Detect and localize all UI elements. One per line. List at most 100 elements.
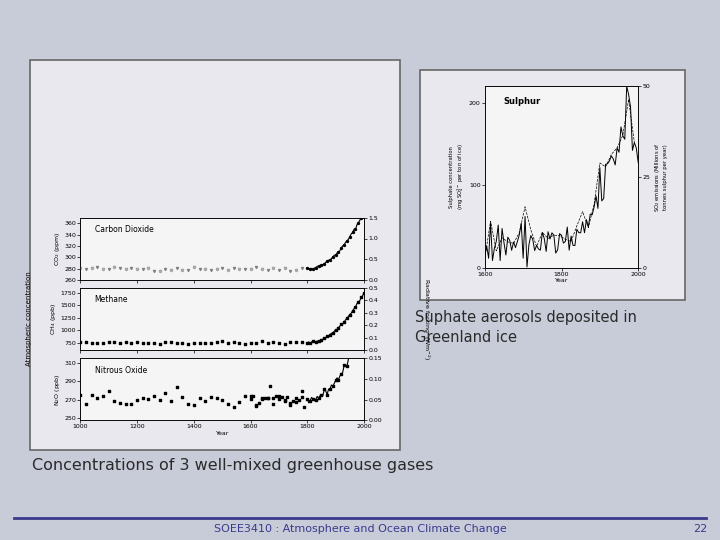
Point (211, 265, 222, 274)
Point (137, 339, 148, 348)
Point (182, 266, 194, 274)
Point (341, 314, 353, 322)
Point (296, 393, 307, 402)
Point (290, 266, 302, 274)
Point (199, 396, 211, 405)
Point (315, 335, 327, 344)
Point (305, 264, 316, 273)
Point (245, 339, 256, 347)
Point (251, 401, 262, 410)
Point (313, 394, 325, 403)
Point (338, 361, 350, 369)
Point (103, 265, 114, 273)
Point (284, 399, 296, 407)
Point (273, 395, 284, 403)
Text: SOEE3410 : Atmosphere and Ocean Climate Change: SOEE3410 : Atmosphere and Ocean Climate … (214, 524, 506, 534)
Point (341, 362, 353, 370)
Point (86, 391, 97, 400)
Point (148, 339, 160, 347)
Point (137, 394, 148, 403)
Point (233, 339, 245, 347)
Point (199, 264, 211, 273)
Point (296, 387, 307, 396)
Point (160, 338, 171, 347)
Point (282, 393, 293, 401)
Text: Atmospheric concentration: Atmospheric concentration (27, 272, 32, 367)
Point (333, 248, 344, 256)
Point (114, 399, 126, 408)
Y-axis label: CO$_2$ (ppm): CO$_2$ (ppm) (53, 232, 62, 266)
Point (273, 339, 284, 347)
Point (228, 264, 239, 273)
Point (359, 327, 370, 336)
Point (290, 266, 302, 274)
Point (188, 339, 199, 347)
Point (350, 303, 361, 312)
Point (222, 266, 233, 274)
Y-axis label: CH$_4$ (ppb): CH$_4$ (ppb) (49, 303, 58, 335)
Point (103, 387, 114, 395)
Point (327, 329, 338, 338)
Point (279, 397, 290, 406)
Point (265, 381, 276, 390)
Point (287, 396, 299, 405)
Point (262, 266, 274, 274)
Point (154, 395, 166, 404)
Point (253, 399, 265, 408)
Point (91, 339, 103, 348)
Point (302, 339, 313, 347)
Point (171, 383, 183, 391)
Point (199, 264, 211, 273)
Point (137, 265, 148, 273)
Point (109, 397, 120, 406)
Point (154, 266, 166, 275)
Point (97, 265, 109, 273)
Point (222, 400, 233, 408)
Point (336, 370, 347, 379)
Point (245, 265, 256, 274)
Point (81, 400, 92, 408)
Point (182, 339, 194, 348)
Point (248, 392, 259, 400)
Point (344, 310, 356, 319)
Point (245, 395, 256, 403)
Point (171, 264, 183, 273)
Point (318, 385, 330, 394)
Point (324, 330, 336, 339)
Point (321, 390, 333, 399)
Point (321, 257, 333, 266)
Bar (30, 60, 400, 450)
Point (81, 265, 92, 273)
Point (233, 397, 245, 406)
Point (268, 394, 279, 402)
Point (166, 266, 177, 274)
Point (182, 400, 194, 408)
Point (228, 338, 239, 347)
Point (217, 396, 228, 404)
Point (341, 237, 353, 245)
Point (347, 351, 359, 360)
Point (239, 392, 251, 400)
Text: Concentrations of 3 well-mixed greenhouse gases: Concentrations of 3 well-mixed greenhous… (32, 458, 433, 473)
Point (315, 261, 327, 269)
X-axis label: Year: Year (215, 431, 229, 436)
Text: Carbon Dioxide: Carbon Dioxide (94, 225, 153, 234)
Point (114, 264, 126, 272)
Bar (420, 70, 685, 300)
Point (143, 394, 154, 403)
Point (233, 265, 245, 274)
Point (356, 293, 367, 302)
Point (279, 395, 290, 404)
Point (166, 266, 177, 274)
Point (228, 403, 239, 411)
Point (350, 340, 361, 348)
Point (171, 339, 183, 347)
Point (75, 390, 86, 399)
Point (313, 336, 325, 345)
Point (91, 262, 103, 271)
Point (120, 338, 132, 347)
Point (338, 318, 350, 327)
Point (276, 393, 287, 402)
Point (347, 228, 359, 237)
Point (336, 244, 347, 252)
